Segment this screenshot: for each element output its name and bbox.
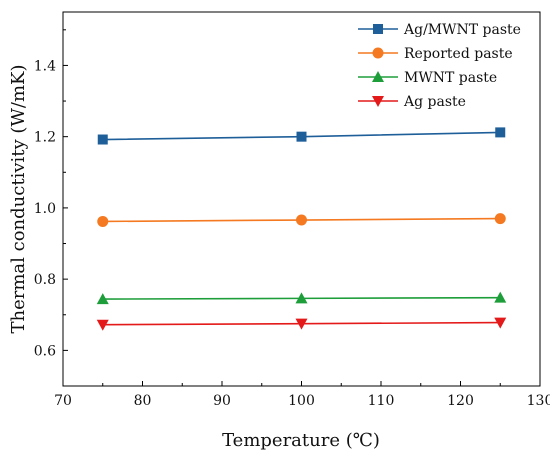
x-tick-label: 110 (368, 393, 395, 409)
y-tick-label: 1.2 (34, 130, 56, 146)
x-tick-label: 120 (447, 393, 474, 409)
x-tick-label: 90 (213, 393, 231, 409)
data-point (296, 131, 307, 142)
series-2 (96, 291, 507, 305)
data-point (296, 214, 307, 226)
legend-label: Reported paste (404, 46, 513, 62)
legend-swatch-marker (372, 47, 384, 59)
x-tick-label: 130 (527, 393, 550, 409)
series-layer (96, 127, 507, 331)
y-tick-label: 0.6 (34, 343, 56, 359)
x-tick-label: 80 (134, 393, 152, 409)
plot-area-frame (62, 11, 541, 387)
data-point (97, 134, 108, 145)
axes: 70 80 90 100 110 120 130 0.6 0.8 1.0 1.2 1.4 (34, 29, 550, 409)
series-1 (97, 213, 506, 227)
series-0 (97, 127, 506, 145)
data-point (96, 293, 109, 305)
x-axis-title: Temperature (℃) (222, 430, 380, 451)
data-point (495, 127, 506, 138)
legend-entry: Reported paste (358, 46, 513, 62)
data-point (494, 213, 506, 225)
legend-swatch-marker (373, 24, 383, 34)
legend-label: Ag/MWNT paste (403, 22, 521, 38)
y-tick-label: 1.0 (34, 201, 56, 217)
legend-swatch-marker (372, 96, 384, 107)
legend-entry: Ag paste (358, 94, 466, 110)
y-tick-label: 0.8 (34, 272, 56, 288)
legend-label: MWNT paste (404, 70, 497, 86)
data-point (295, 318, 308, 330)
legend-swatch-marker (372, 71, 384, 82)
y-tick-label: 1.4 (34, 58, 56, 74)
legend-entry: Ag/MWNT paste (358, 22, 521, 38)
y-axis-title: Thermal conductivity (W/mK) (8, 64, 29, 333)
legend: Ag/MWNT paste Reported paste MWNT paste Ag … (358, 22, 521, 110)
data-point (96, 319, 109, 331)
series-3 (96, 317, 507, 331)
x-tick-label: 70 (54, 393, 72, 409)
data-point (494, 291, 507, 303)
data-point (295, 292, 308, 304)
x-tick-label: 100 (288, 393, 315, 409)
legend-label: Ag paste (403, 94, 466, 110)
legend-entry: MWNT paste (358, 70, 497, 86)
data-point (494, 317, 507, 329)
data-point (97, 215, 109, 227)
